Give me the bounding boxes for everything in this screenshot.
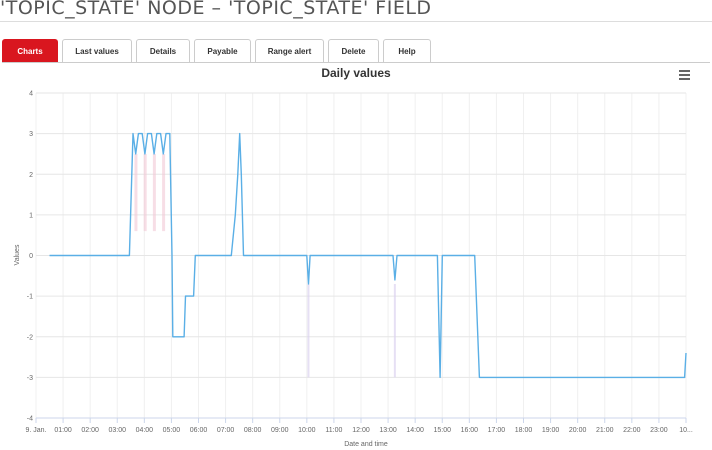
x-tick-label: 02:00 (81, 427, 99, 434)
x-tick-label: 09:00 (271, 427, 289, 434)
x-tick-label: 08:00 (244, 427, 262, 434)
x-tick-marks (35, 418, 687, 423)
tab-range-alert[interactable]: Range alert (255, 39, 324, 62)
x-axis-ticks: 9. Jan. 01:00 02:00 03:00 04:00 05:00 06:00 07:… (25, 427, 692, 434)
series-line (49, 132, 687, 379)
y-tick-label: -2 (27, 334, 33, 341)
tab-delete[interactable]: Delete (328, 39, 379, 62)
y-tick-label: 3 (29, 131, 33, 138)
x-tick-label: 01:00 (54, 427, 72, 434)
x-tick-label: 05:00 (163, 427, 181, 434)
tab-bar: Charts Last values Details Payable Range… (2, 39, 435, 63)
y-tick-label: -1 (27, 294, 33, 301)
x-tick-label: 21:00 (596, 427, 614, 434)
x-tick-label: 22:00 (623, 427, 641, 434)
y-tick-label: -4 (27, 416, 33, 423)
x-tick-label: 07:00 (217, 427, 235, 434)
x-tick-label: 12:00 (352, 427, 370, 434)
x-tick-label: 04:00 (136, 427, 154, 434)
hover-spikes (134, 153, 396, 378)
y-tick-label: -3 (27, 375, 33, 382)
tab-help[interactable]: Help (383, 39, 431, 62)
y-axis-title: Values (14, 244, 21, 265)
y-tick-label: 1 (29, 212, 33, 219)
hamburger-menu-icon[interactable] (679, 70, 690, 81)
y-tick-label: 2 (29, 172, 33, 179)
x-tick-label: 11:00 (325, 427, 342, 434)
x-tick-label: 18:00 (515, 427, 533, 434)
tab-details[interactable]: Details (136, 39, 190, 62)
x-tick-label: 06:00 (190, 427, 208, 434)
x-tick-label: 20:00 (569, 427, 587, 434)
x-tick-label: 15:00 (433, 427, 451, 434)
x-tick-label: 14:00 (406, 427, 424, 434)
x-axis-title: Date and time (344, 441, 388, 448)
x-tick-label: 10... (679, 427, 693, 434)
x-tick-label: 03:00 (108, 427, 126, 434)
tabs-divider (2, 62, 710, 63)
page-title: 'TOPIC_STATE' NODE – 'TOPIC_STATE' FIELD (0, 0, 432, 19)
y-tick-label: 4 (29, 91, 33, 98)
tab-last-values[interactable]: Last values (62, 39, 132, 62)
x-tick-label: 16:00 (461, 427, 479, 434)
x-tick-label: 10:00 (298, 427, 316, 434)
x-tick-label: 17:00 (488, 427, 506, 434)
x-tick-label: 19:00 (542, 427, 560, 434)
y-tick-label: 0 (29, 253, 33, 260)
x-tick-label: 9. Jan. (25, 427, 46, 434)
x-tick-label: 13:00 (379, 427, 397, 434)
title-divider (0, 21, 712, 22)
y-axis-ticks: -4 -3 -2 -1 0 1 2 3 4 (27, 91, 33, 423)
tab-payable[interactable]: Payable (194, 39, 251, 62)
x-tick-label: 23:00 (650, 427, 668, 434)
chart-title: Daily values (321, 66, 391, 80)
tab-charts[interactable]: Charts (2, 39, 58, 62)
